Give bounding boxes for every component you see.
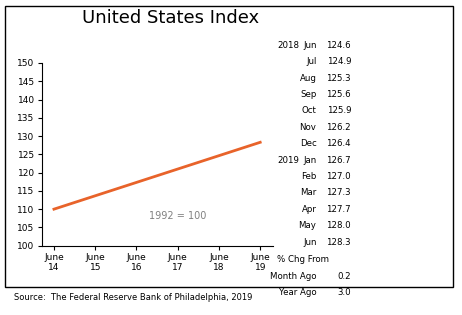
Text: United States Index: United States Index [82, 9, 260, 27]
Text: Month Ago: Month Ago [270, 272, 316, 281]
Text: % Chg From: % Chg From [277, 255, 329, 265]
Text: Feb: Feb [301, 172, 316, 181]
Text: 127.0: 127.0 [327, 172, 351, 181]
Text: Jun: Jun [303, 238, 316, 247]
Text: 2019: 2019 [277, 156, 299, 165]
Text: Source:  The Federal Reserve Bank of Philadelphia, 2019: Source: The Federal Reserve Bank of Phil… [14, 293, 252, 302]
Text: Jul: Jul [306, 57, 316, 66]
Text: Jan: Jan [303, 156, 316, 165]
Text: 125.3: 125.3 [327, 74, 351, 83]
Text: 2018: 2018 [277, 41, 299, 50]
Text: Nov: Nov [299, 123, 316, 132]
Text: 0.2: 0.2 [338, 272, 351, 281]
Text: 125.6: 125.6 [327, 90, 351, 99]
Text: 125.9: 125.9 [327, 106, 351, 116]
Text: 124.9: 124.9 [327, 57, 351, 66]
Text: 1992 = 100: 1992 = 100 [149, 211, 207, 221]
Text: Sep: Sep [300, 90, 316, 99]
Text: 124.6: 124.6 [327, 41, 351, 50]
Text: Dec: Dec [300, 139, 316, 148]
Text: 3.0: 3.0 [338, 288, 351, 297]
Text: Aug: Aug [299, 74, 316, 83]
Text: Jun: Jun [303, 41, 316, 50]
Text: Apr: Apr [302, 205, 316, 214]
Text: 127.3: 127.3 [327, 188, 351, 198]
Text: 127.7: 127.7 [327, 205, 351, 214]
Text: 128.0: 128.0 [327, 221, 351, 230]
Text: Mar: Mar [300, 188, 316, 198]
Text: Year Ago: Year Ago [279, 288, 316, 297]
Text: 128.3: 128.3 [327, 238, 351, 247]
Text: May: May [298, 221, 316, 230]
Text: 126.7: 126.7 [327, 156, 351, 165]
Text: Oct: Oct [302, 106, 316, 116]
Text: 126.2: 126.2 [327, 123, 351, 132]
Text: 126.4: 126.4 [327, 139, 351, 148]
